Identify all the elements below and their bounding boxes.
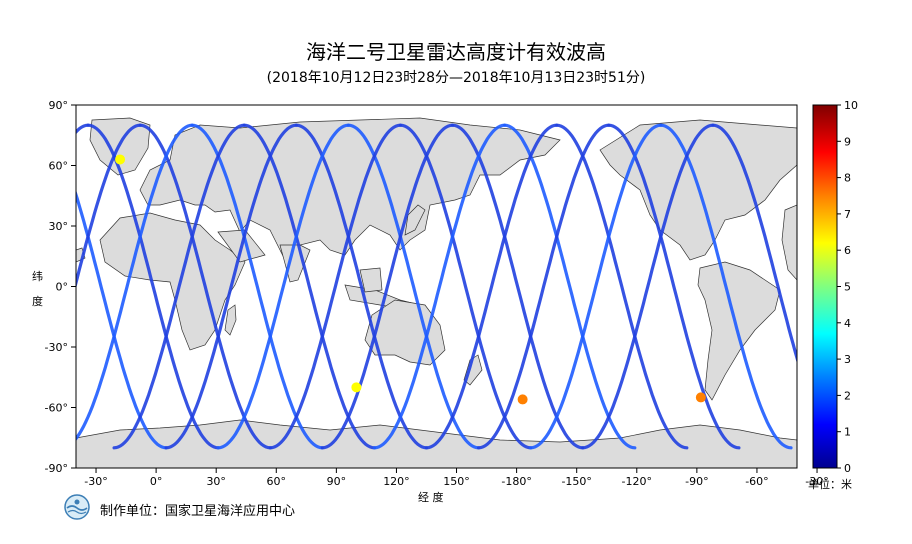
track-line [216,123,350,450]
track-line [477,123,611,450]
colorbar-tick-label: 10 [844,99,858,112]
map-subtitle: (2018年10月12日23时28分—2018年10月13日23时51分) [266,70,646,86]
borneo-land [359,267,383,293]
lon-tick-label: -120° [622,475,652,488]
lat-tick-label: 30° [49,220,69,233]
hotspot-point [695,392,706,403]
lon-tick-label: -30° [84,475,107,488]
map-area [0,105,797,468]
lon-tick-label: -180° [501,475,531,488]
x-axis-label: 经 度 [418,491,444,504]
track-line [529,123,663,450]
track-line [138,123,272,450]
track-line [659,123,793,450]
colorbar-tick-label: 8 [844,172,851,185]
track-line [450,123,585,450]
lon-tick-label: -30° [805,475,828,488]
track-line [711,123,797,364]
lat-tick-label: 60° [49,160,69,173]
africa-east-edge-land [781,204,797,281]
new-zealand-land [463,354,483,386]
track-line [164,123,298,450]
lon-tick-label: 120° [383,475,410,488]
lon-tick-label: -150° [561,475,591,488]
track-line [0,125,36,448]
y-axis-label-char-2: 度 [32,295,43,308]
colorbar-tick-label: 6 [844,244,851,257]
lon-tick-label: 150° [443,475,470,488]
madagascar-land [224,304,237,336]
track-line [76,189,168,450]
latitude-ticks: 90° 60° 30° 0° -30° -60° -90° [45,99,76,475]
colorbar-tick-label: 0 [844,462,851,475]
track-line [424,123,559,450]
map-title: 海洋二号卫星雷达高度计有效波高 [306,40,606,64]
colorbar-tick-label: 4 [844,317,851,330]
colorbar-tick-label: 9 [844,135,851,148]
y-axis-label-char-1: 纬 [32,270,43,283]
colorbar [812,104,838,469]
lat-tick-label: 0° [56,281,69,294]
producer-credit: 制作单位：国家卫星海洋应用中心 [100,504,296,519]
lon-tick-label: 60° [267,475,287,488]
track-line [372,123,507,450]
colorbar-tick-label: 2 [844,389,851,402]
eurasia-land [139,117,561,271]
hotspot-point [517,394,528,405]
track-line [190,123,324,450]
lon-tick-label: -90° [685,475,708,488]
colorbar-tick-label: 5 [844,281,851,294]
track-line [268,123,402,450]
lon-tick-label: 30° [206,475,226,488]
lat-tick-label: -60° [45,402,68,415]
hotspot-point [115,154,126,165]
track-line [242,123,376,450]
track-line [294,123,429,450]
lat-tick-label: -90° [45,462,68,475]
lat-tick-label: 90° [49,99,69,112]
track-line [581,123,715,450]
track-line [346,123,481,450]
japan-land [404,204,426,236]
colorbar-tick-label: 7 [844,208,851,221]
satellite-tracks [0,123,797,450]
track-line [86,123,220,450]
longitude-ticks: -30° 0° 30° 60° 90° 120° 150° -180° -150° -120° -9… [84,468,829,488]
track-line [503,123,637,450]
lon-tick-label: 0° [150,475,163,488]
track-line [398,123,533,450]
colorbar-unit-label: 单位：米 [808,478,852,491]
track-line [112,123,246,450]
colorbar-tick-label: 1 [844,426,851,439]
hotspot-point [351,382,362,393]
lon-tick-label: 90° [327,475,347,488]
lat-tick-label: -30° [45,341,68,354]
track-line [607,123,741,450]
track-line [320,123,455,450]
lon-tick-label: -60° [745,475,768,488]
track-line [76,123,142,289]
nsoas-logo-icon [64,494,90,520]
track-line [555,123,689,450]
track-line [76,123,194,442]
colorbar-tick-label: 3 [844,353,851,366]
